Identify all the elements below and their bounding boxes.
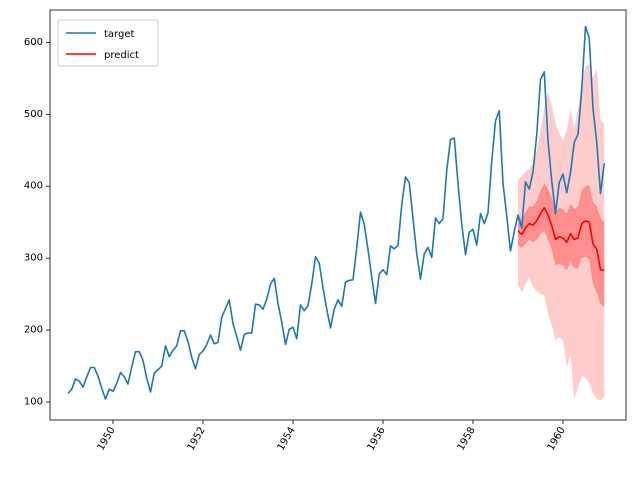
predict-series-line — [517, 207, 605, 272]
target-series-line — [67, 25, 606, 400]
y-tick-label: 100 — [24, 397, 43, 408]
legend-predict-label: predict — [104, 50, 139, 61]
x-tick-label: 1950 — [96, 425, 118, 453]
y-tick-label: 400 — [24, 181, 43, 192]
x-tick-label: 1958 — [456, 425, 478, 453]
x-tick-label: 1956 — [366, 425, 388, 453]
y-axis-ticks: 100 200 300 400 500 600 — [24, 37, 50, 408]
x-tick-label: 1954 — [276, 425, 298, 453]
axes — [49, 9, 627, 421]
predict-outer-band — [518, 63, 605, 401]
series-lines — [67, 25, 606, 400]
y-tick-label: 600 — [24, 37, 43, 48]
legend: target predict — [57, 19, 159, 67]
plot-frame — [49, 9, 627, 421]
x-axis-ticks: 1950 1952 1954 1956 1958 1960 — [96, 420, 568, 453]
y-tick-label: 300 — [24, 253, 43, 264]
y-tick-label: 200 — [24, 325, 43, 336]
x-tick-label: 1960 — [546, 425, 568, 453]
y-tick-label: 500 — [24, 109, 43, 120]
legend-target-label: target — [104, 29, 134, 40]
x-tick-label: 1952 — [186, 425, 208, 453]
